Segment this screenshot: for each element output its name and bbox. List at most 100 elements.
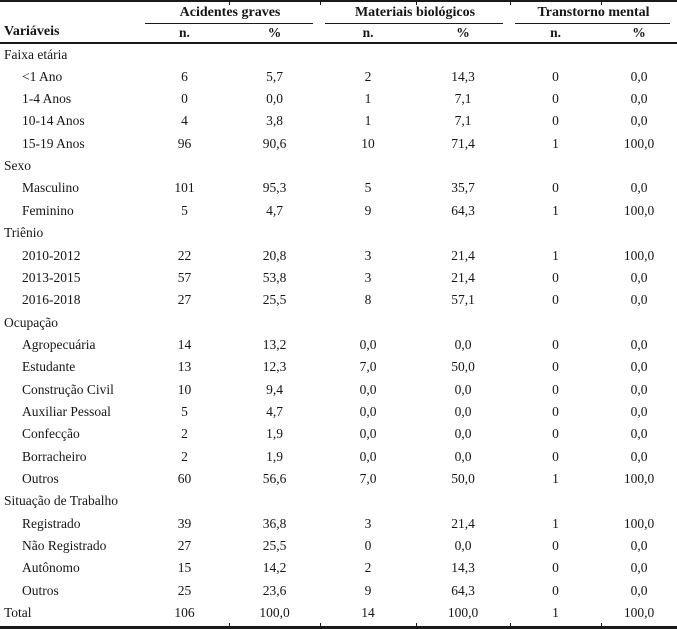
row-label: Confecção	[22, 426, 80, 442]
subheader-n: n.	[510, 24, 602, 44]
cell-value: 100,0	[623, 135, 655, 151]
cell-value: 96	[177, 135, 192, 151]
subheader-n: n.	[320, 24, 417, 44]
cell-value: 4,7	[266, 202, 283, 218]
cell-value	[416, 311, 510, 333]
cell-value: 0,0	[454, 403, 472, 419]
table-row: Não Registrado 27 25,5 0 0,0 0 0,0	[0, 535, 677, 557]
table-header: Variáveis Acidentes graves Materiais bio…	[0, 2, 677, 44]
subheader-n: n.	[140, 24, 229, 44]
cell-value: 0,0	[630, 426, 648, 442]
cell-value: 25,5	[262, 537, 287, 553]
cell-value	[140, 43, 229, 65]
cell-value	[601, 222, 677, 244]
cell-value: 0,0	[630, 292, 648, 308]
cell-value: 60	[177, 470, 192, 486]
cell-value	[229, 490, 320, 512]
row-label: 2010-2012	[22, 247, 81, 263]
group-header-materiais-biologicos: Materiais biológicos	[320, 2, 510, 24]
table-row: Estudante 13 12,3 7,0 50,0 0 0,0	[0, 356, 677, 378]
row-label: Construção Civil	[22, 381, 114, 397]
column-boundary-tick	[320, 0, 321, 5]
cell-value: 100,0	[623, 605, 655, 621]
cell-value: 21,4	[451, 247, 475, 263]
section-row: Situação de Trabalho	[0, 490, 677, 512]
table-body: Faixa etária <1 Ano 6 5,7 2 14,3 0 0,0 1-4 Anos 0…	[0, 43, 677, 624]
column-boundary-tick	[510, 623, 511, 629]
cell-value	[320, 311, 416, 333]
cell-value: 2	[181, 426, 188, 442]
cell-value: 21,4	[451, 269, 475, 285]
cell-value	[416, 222, 510, 244]
cell-value: 0,0	[359, 448, 377, 464]
cell-value: 9	[364, 202, 372, 218]
cell-value: 50,0	[451, 359, 475, 375]
cell-value: 71,4	[451, 135, 475, 151]
section-row: Triênio	[0, 222, 677, 244]
group-header-transtorno-mental: Transtorno mental	[510, 2, 677, 24]
cell-value: 0	[552, 403, 559, 419]
cell-value: 14,3	[451, 68, 475, 84]
group-underline	[325, 23, 504, 24]
row-label: Masculino	[22, 180, 79, 196]
cell-value: 3	[364, 247, 372, 263]
cell-value: 2	[181, 448, 188, 464]
cell-value: 25	[177, 582, 192, 598]
cell-value	[510, 311, 601, 333]
cell-value: 0,0	[359, 403, 377, 419]
table-row: 2016-2018 27 25,5 8 57,1 0 0,0	[0, 289, 677, 311]
table-row: 10-14 Anos 4 3,8 1 7,1 0 0,0	[0, 110, 677, 132]
cell-value: 100,0	[259, 605, 290, 621]
cell-value	[140, 222, 229, 244]
cell-value: 1	[552, 515, 559, 531]
cell-value: 0	[181, 91, 188, 107]
table-row: 2013-2015 57 53,8 3 21,4 0 0,0	[0, 266, 677, 288]
cell-value	[510, 155, 601, 177]
table-row: Auxiliar Pessoal 5 4,7 0,0 0,0 0 0,0	[0, 401, 677, 423]
table-row: Autônomo 15 14,2 2 14,3 0 0,0	[0, 557, 677, 579]
table-row: 15-19 Anos 96 90,6 10 71,4 1 100,0	[0, 132, 677, 154]
cell-value	[601, 311, 677, 333]
cell-value: 57,1	[451, 292, 475, 308]
cell-value: 0	[552, 359, 559, 375]
cell-value: 13,2	[262, 336, 287, 352]
cell-value: 0	[552, 537, 559, 553]
cell-value: 57	[177, 269, 192, 285]
table-bottom-rule	[0, 626, 677, 629]
cell-value: 0,0	[630, 582, 648, 598]
cell-value: 100,0	[447, 605, 479, 621]
cell-value: 21,4	[451, 515, 475, 531]
column-header-variaveis: Variáveis	[0, 2, 140, 44]
cell-value: 0,0	[454, 381, 472, 397]
cell-value: 0	[552, 180, 559, 196]
cell-value: 1	[552, 247, 559, 263]
cell-value: 2	[364, 560, 372, 576]
row-label: Autônomo	[22, 560, 80, 576]
table-row: Feminino 5 4,7 9 64,3 1 100,0	[0, 199, 677, 221]
group-header-row: Variáveis Acidentes graves Materiais bio…	[0, 2, 677, 44]
cell-value: 0,0	[630, 560, 648, 576]
cell-value: 90,6	[262, 135, 287, 151]
cell-value: 10	[177, 381, 192, 397]
column-boundary-tick	[229, 0, 230, 5]
subheader-pct: %	[601, 24, 677, 44]
cell-value: 1,9	[266, 448, 283, 464]
cell-value: 3	[364, 515, 372, 531]
row-label: Total	[4, 605, 32, 621]
row-label: Outros	[22, 582, 59, 598]
cell-value: 39	[177, 515, 192, 531]
cell-value: 0,0	[266, 91, 283, 107]
cell-value: 6	[181, 68, 188, 84]
cell-value: 1	[552, 202, 559, 218]
table-row: Confecção 2 1,9 0,0 0,0 0 0,0	[0, 423, 677, 445]
cell-value: 9	[364, 582, 372, 598]
cell-value: 10	[361, 135, 375, 151]
group-underline	[515, 23, 671, 24]
cell-value: 12,3	[262, 359, 287, 375]
cell-value: 100,0	[623, 202, 655, 218]
cell-value: 95,3	[262, 180, 287, 196]
cell-value: 1,9	[266, 426, 283, 442]
table-row: Borracheiro 2 1,9 0,0 0,0 0 0,0	[0, 445, 677, 467]
cell-value	[416, 43, 510, 65]
